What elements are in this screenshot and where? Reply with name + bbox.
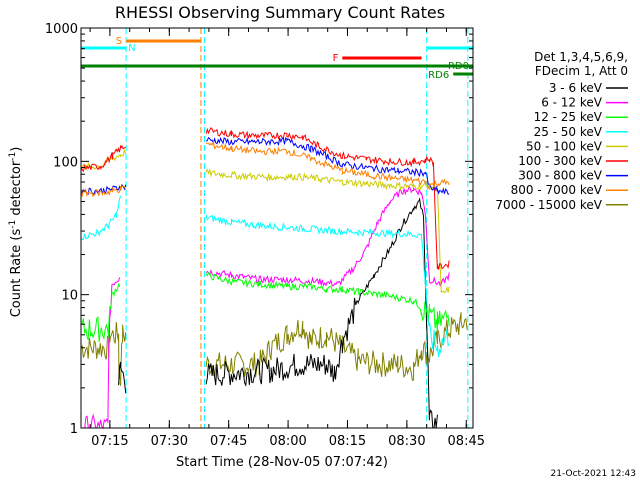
flag-label-4: RD0 xyxy=(448,61,469,72)
x-tick-label-4: 08:15 xyxy=(329,434,366,449)
series-7-seg-1 xyxy=(205,136,450,195)
legend-label-2: 12 - 25 keV xyxy=(534,110,603,124)
legend-label-8: 7000 - 15000 keV xyxy=(495,198,602,212)
series-3-seg-1 xyxy=(205,271,450,332)
x-axis: 07:15 07:30 07:45 08:00 08:15 08:30 08:45 xyxy=(89,28,485,449)
x-tick-label-0: 07:15 xyxy=(91,434,128,449)
legend-label-3: 25 - 50 keV xyxy=(534,125,603,139)
legend-label-4: 50 - 100 keV xyxy=(526,139,603,153)
series-4-seg-1 xyxy=(205,214,450,358)
legend-header-1: FDecim 1, Att 0 xyxy=(535,64,628,78)
flag-label-1: N xyxy=(128,43,135,54)
x-tick-label-5: 08:30 xyxy=(388,434,425,449)
legend-label-1: 6 - 12 keV xyxy=(541,96,603,110)
date-stamp: 21-Oct-2021 12:43 xyxy=(551,469,636,479)
series-5-seg-1 xyxy=(205,167,450,294)
series-2-seg-1 xyxy=(205,185,450,287)
x-tick-label-1: 07:30 xyxy=(151,434,188,449)
chart-title: RHESSI Observing Summary Count Rates xyxy=(115,3,445,22)
x-tick-label-6: 08:45 xyxy=(448,434,485,449)
legend-label-5: 100 - 300 keV xyxy=(518,154,602,168)
flag-label-5: RD6 xyxy=(428,70,449,81)
series-3-seg-0 xyxy=(80,282,121,343)
x-axis-label: Start Time (28-Nov-05 07:07:42) xyxy=(176,455,388,470)
x-tick-label-2: 07:45 xyxy=(210,434,247,449)
series-0-seg-1 xyxy=(205,312,468,382)
flag-label-0: S xyxy=(116,36,122,47)
series-6-seg-1 xyxy=(205,127,450,270)
y-tick-label-2: 100 xyxy=(53,155,78,170)
y-tick-label-3: 1000 xyxy=(45,22,78,37)
series-6-seg-0 xyxy=(80,144,126,173)
series-8-seg-1 xyxy=(205,140,450,190)
legend-label-7: 800 - 7000 keV xyxy=(511,183,603,197)
legend-header-0: Det 1,3,4,5,6,9, xyxy=(534,50,628,64)
series-1-seg-1 xyxy=(205,198,438,429)
x-tick-label-3: 08:00 xyxy=(269,434,306,449)
y-tick-label-0: 1 xyxy=(70,422,78,437)
flag-label-3: F xyxy=(333,53,339,64)
legend-label-6: 300 - 800 keV xyxy=(518,169,602,183)
plot-frame xyxy=(80,27,474,429)
legend-label-0: 3 - 6 keV xyxy=(549,81,603,95)
series-4-seg-0 xyxy=(80,195,122,241)
y-axis-label: Count Rate (s-1 detector-1) xyxy=(8,147,24,318)
y-axis: 1 10 100 1000 xyxy=(45,22,473,437)
legend: Det 1,3,4,5,6,9,FDecim 1, Att 0 3 - 6 keV… xyxy=(495,50,628,212)
series-8-seg-0 xyxy=(80,185,127,198)
y-tick-label-1: 10 xyxy=(61,289,78,304)
series-1-seg-0 xyxy=(118,361,127,394)
